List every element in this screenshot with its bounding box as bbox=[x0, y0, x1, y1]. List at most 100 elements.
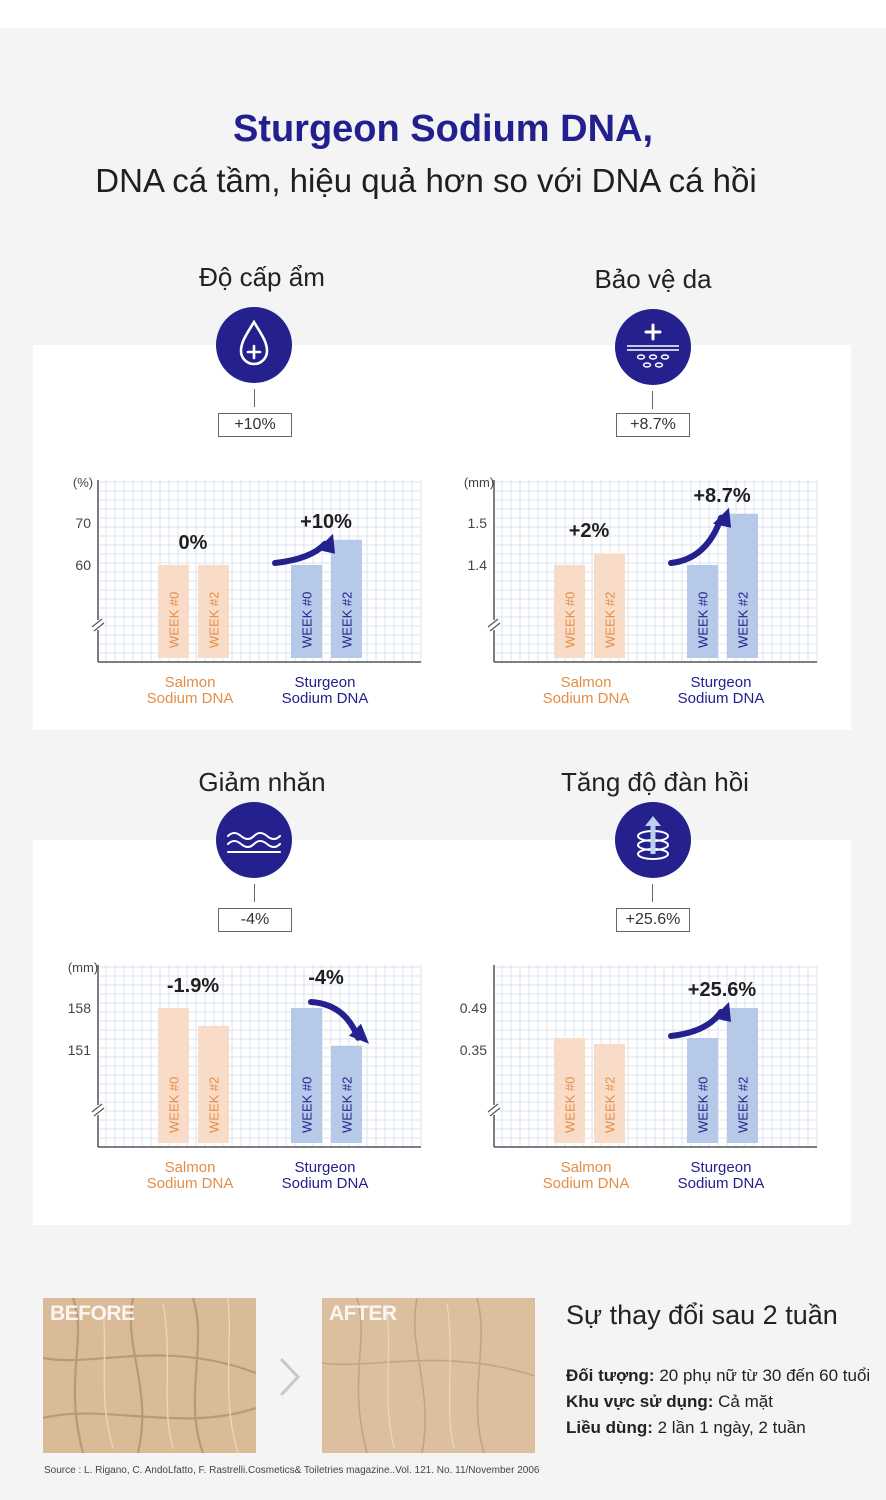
y-tick-label: 1.4 bbox=[468, 557, 488, 573]
chart-grid bbox=[494, 965, 818, 1148]
improvement-badge-elasticity: +25.6% bbox=[616, 908, 690, 932]
bar-series-label: WEEK #0 bbox=[167, 1077, 182, 1133]
water-drop-plus-icon bbox=[216, 307, 292, 383]
improvement-badge-protection: +8.7% bbox=[616, 413, 690, 437]
axis-unit: (mm) bbox=[68, 960, 98, 975]
area-line: Khu vực sử dụng: Cả mặt bbox=[566, 1392, 773, 1412]
axis-unit: (mm) bbox=[464, 475, 494, 490]
chart-bar bbox=[594, 1044, 625, 1143]
category-label: Sodium DNA bbox=[678, 1175, 765, 1192]
category-label: Sodium DNA bbox=[147, 690, 234, 707]
axis-break bbox=[91, 618, 103, 628]
category-label: Salmon bbox=[561, 1159, 612, 1176]
bar-series-label: WEEK #0 bbox=[563, 592, 578, 648]
chart-bar bbox=[594, 553, 625, 658]
chart-grid bbox=[98, 965, 422, 1148]
category-label: Salmon bbox=[165, 1159, 216, 1176]
connector-line bbox=[652, 884, 653, 902]
change-label: +10% bbox=[300, 511, 352, 533]
y-tick-label: 1.5 bbox=[468, 515, 488, 531]
subject-label: Đối tượng: bbox=[566, 1366, 655, 1385]
change-label: +8.7% bbox=[693, 485, 750, 507]
axis-break bbox=[487, 618, 499, 628]
category-label: Sodium DNA bbox=[543, 690, 630, 707]
before-photo: BEFORE bbox=[43, 1298, 256, 1453]
category-label: Sodium DNA bbox=[678, 690, 765, 707]
bar-series-label: WEEK #2 bbox=[736, 1077, 751, 1133]
change-label: -1.9% bbox=[167, 975, 219, 997]
connector-line bbox=[652, 391, 653, 409]
trend-arrow bbox=[272, 533, 335, 566]
axis-break bbox=[487, 1103, 499, 1113]
category-label: Sodium DNA bbox=[282, 690, 369, 707]
chart-bar bbox=[198, 565, 229, 658]
chart-bar bbox=[687, 565, 718, 658]
y-tick-label: 60 bbox=[75, 557, 91, 573]
category-label: Sturgeon bbox=[295, 674, 356, 691]
axis-break bbox=[93, 1107, 105, 1117]
trend-arrow bbox=[668, 507, 731, 566]
bar-series-label: WEEK #0 bbox=[563, 1077, 578, 1133]
chart-bar bbox=[727, 513, 758, 658]
dosage-value: 2 lần 1 ngày, 2 tuần bbox=[657, 1418, 806, 1437]
y-tick-label: 0.49 bbox=[460, 1000, 487, 1016]
chevron-right-icon bbox=[280, 1358, 301, 1396]
category-label: Sturgeon bbox=[691, 1159, 752, 1176]
subject-line: Đối tượng: 20 phụ nữ từ 30 đến 60 tuổi bbox=[566, 1366, 870, 1386]
y-tick-label: 0.35 bbox=[460, 1042, 487, 1058]
category-label: Salmon bbox=[561, 674, 612, 691]
category-label: Salmon bbox=[165, 674, 216, 691]
category-label: Sodium DNA bbox=[282, 1175, 369, 1192]
bar-series-label: WEEK #2 bbox=[207, 1077, 222, 1133]
axis-break bbox=[91, 1103, 103, 1113]
axis-break bbox=[489, 1107, 501, 1117]
change-label: 0% bbox=[179, 532, 208, 554]
y-tick-label: 70 bbox=[75, 515, 91, 531]
metric-title-protection: Bảo vệ da bbox=[594, 264, 712, 294]
chart-bar bbox=[158, 1008, 189, 1143]
y-tick-label: 151 bbox=[68, 1042, 92, 1058]
dosage-line: Liều dùng: 2 lần 1 ngày, 2 tuần bbox=[566, 1418, 806, 1438]
change-label: -4% bbox=[308, 967, 344, 989]
metric-title-wrinkle: Giảm nhăn bbox=[198, 767, 326, 797]
bar-series-label: WEEK #2 bbox=[736, 592, 751, 648]
bar-series-label: WEEK #0 bbox=[696, 1077, 711, 1133]
bar-series-label: WEEK #0 bbox=[696, 592, 711, 648]
chart-svg: 0.35 0.49 WEEK #0 WEEK #2 WEEK #0 WEEK #2 +25.… bbox=[460, 965, 818, 1192]
chart-protection: (mm) 1.4 1.5 WEEK #0 WEEK #2 WEEK #0 WEEK #2 +2… bbox=[459, 470, 819, 720]
bar-series-label: WEEK #0 bbox=[167, 592, 182, 648]
axis-break bbox=[489, 622, 501, 632]
metric-title-elasticity: Tăng độ đàn hồi bbox=[561, 767, 749, 797]
change-label: +2% bbox=[569, 520, 610, 542]
area-label: Khu vực sử dụng: bbox=[566, 1392, 714, 1411]
chart-bar bbox=[554, 565, 585, 658]
chart-moisture: (%) 60 70 WEEK #0 WEEK #2 WEEK #0 WEEK #2 0% +10… bbox=[63, 470, 423, 720]
chart-bar bbox=[687, 1038, 718, 1143]
bar-series-label: WEEK #2 bbox=[340, 592, 355, 648]
change-label: +25.6% bbox=[688, 979, 757, 1001]
trend-arrow bbox=[308, 999, 369, 1044]
improvement-badge-wrinkle: -4% bbox=[218, 908, 292, 932]
subject-value: 20 phụ nữ từ 30 đến 60 tuổi bbox=[659, 1366, 871, 1385]
page-title: Sturgeon Sodium DNA, bbox=[232, 108, 654, 150]
chart-grid bbox=[494, 480, 818, 663]
wrinkle-waves-icon bbox=[216, 802, 292, 878]
chart-svg: (%) 60 70 WEEK #0 WEEK #2 WEEK #0 WEEK #2 0% +10… bbox=[73, 475, 422, 707]
connector-line bbox=[254, 389, 255, 407]
background-band bbox=[0, 28, 886, 1500]
chart-bar bbox=[727, 1008, 758, 1143]
bar-series-label: WEEK #2 bbox=[603, 1077, 618, 1133]
elastic-rings-arrow-icon bbox=[615, 802, 691, 878]
chart-bar bbox=[158, 565, 189, 658]
connector-line bbox=[254, 884, 255, 902]
y-tick-label: 158 bbox=[68, 1000, 92, 1016]
dosage-label: Liều dùng: bbox=[566, 1418, 653, 1437]
chart-svg: (mm) 151 158 WEEK #0 WEEK #2 WEEK #0 WEEK #2 -1… bbox=[68, 960, 422, 1192]
skin-shield-plus-icon bbox=[615, 309, 691, 385]
chart-wrinkle: (mm) 151 158 WEEK #0 WEEK #2 WEEK #0 WEEK #2 -1… bbox=[63, 955, 423, 1205]
bar-series-label: WEEK #2 bbox=[603, 592, 618, 648]
category-label: Sturgeon bbox=[295, 1159, 356, 1176]
category-label: Sodium DNA bbox=[543, 1175, 630, 1192]
bar-series-label: WEEK #0 bbox=[300, 1077, 315, 1133]
after-photo: AFTER bbox=[322, 1298, 535, 1453]
